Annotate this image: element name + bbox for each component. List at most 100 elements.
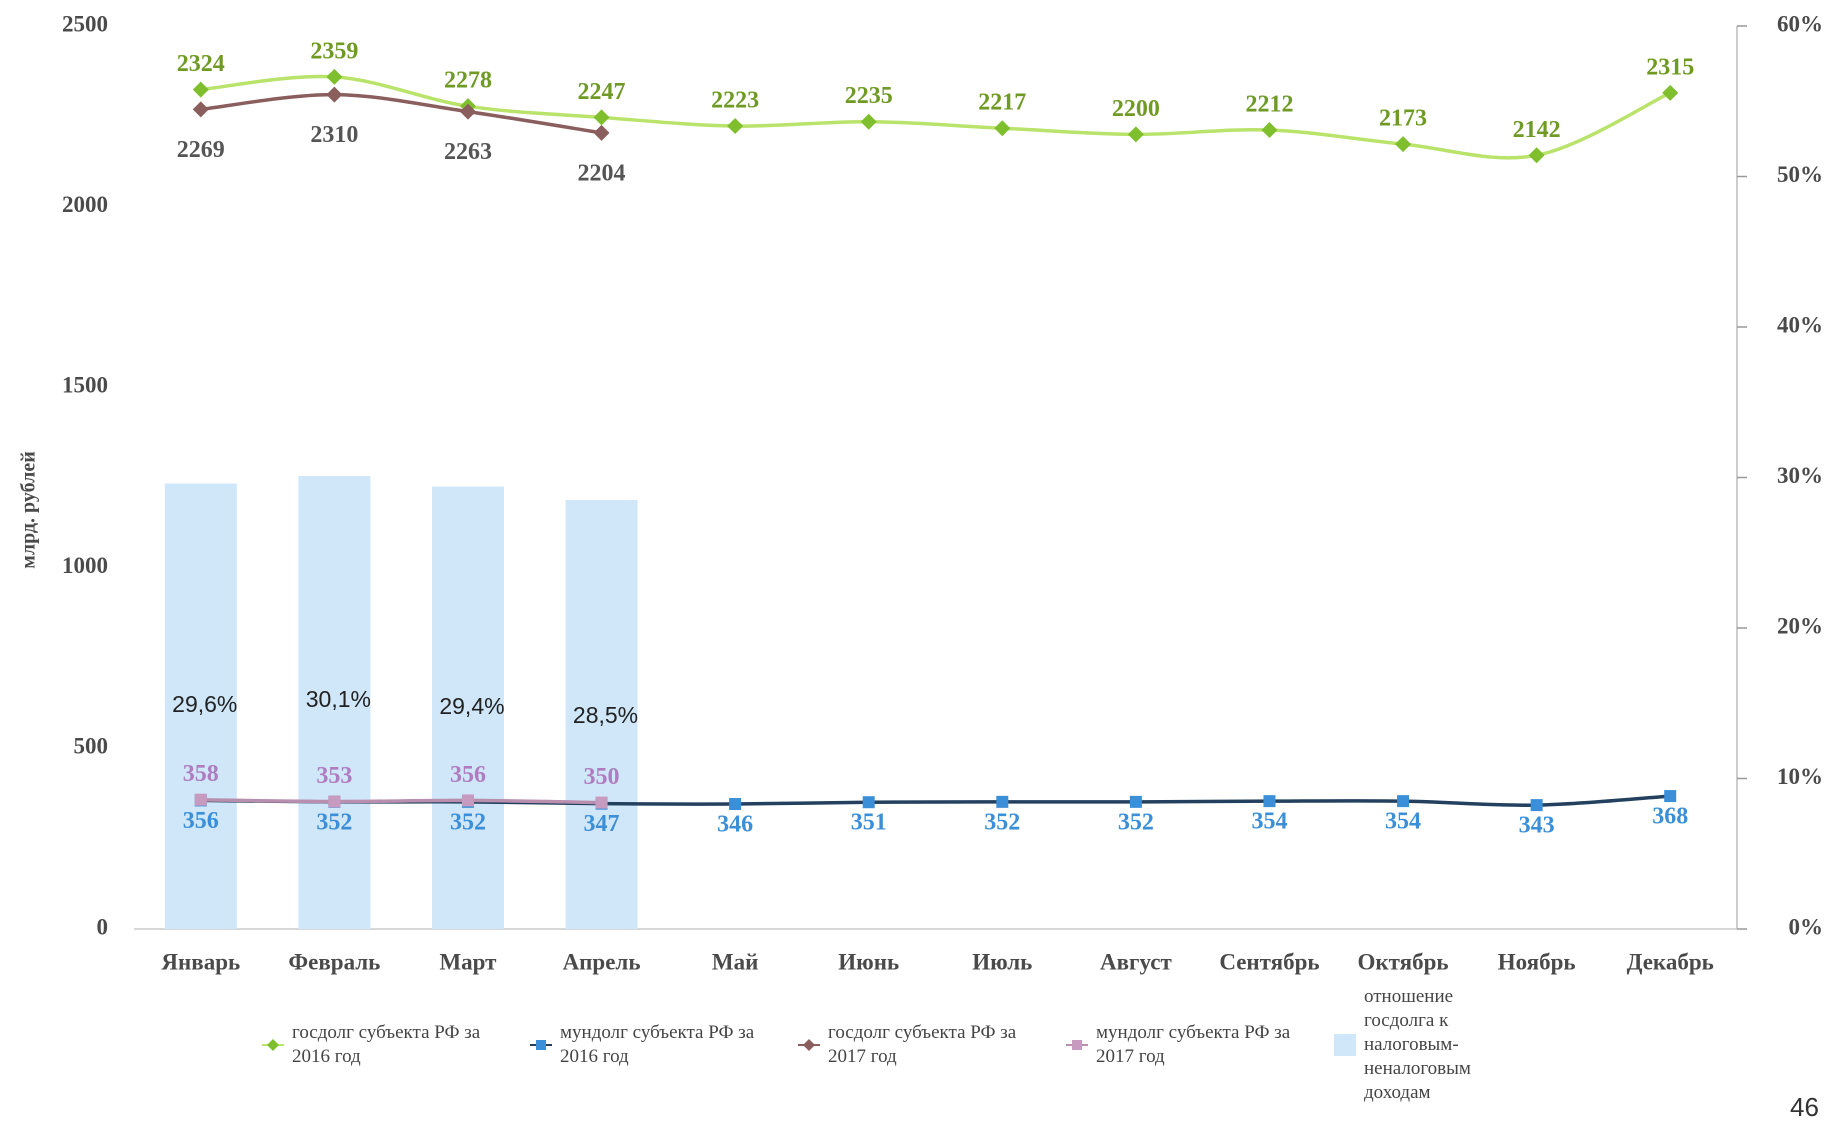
x-tick-label: Март	[439, 949, 497, 974]
y2-tick-label: 20%	[1777, 613, 1823, 638]
data-label: 2200	[1112, 96, 1160, 122]
swatch-marker	[267, 1039, 279, 1051]
bar	[164, 483, 237, 929]
y2-tick-label: 60%	[1777, 11, 1823, 36]
y2-tick-label: 50%	[1777, 162, 1823, 187]
y-tick-label: 1500	[62, 372, 108, 397]
data-label: 2235	[845, 83, 893, 109]
y-tick-label: 0	[97, 914, 109, 939]
point-marker	[1664, 790, 1677, 803]
bar	[431, 486, 504, 929]
point-marker	[461, 794, 474, 807]
data-label: 2204	[578, 160, 626, 186]
point-marker	[1127, 126, 1144, 143]
data-label: 2263	[444, 139, 492, 165]
point-marker	[326, 86, 343, 103]
data-label: 2247	[578, 79, 626, 105]
point-marker	[194, 793, 207, 806]
legend-item: отношение госдолга к налоговым-неналогов…	[1332, 985, 1524, 1105]
data-label: 2324	[177, 51, 225, 77]
data-label: 354	[1385, 809, 1421, 835]
point-marker	[729, 798, 742, 811]
data-label: 2142	[1513, 117, 1561, 143]
point-marker	[1662, 84, 1679, 101]
point-marker	[862, 796, 875, 809]
x-tick-label: Сентябрь	[1219, 949, 1319, 974]
data-label: 2315	[1646, 54, 1694, 80]
data-label: 354	[1251, 809, 1287, 835]
point-marker	[593, 109, 610, 126]
legend-item: госдолг субъекта РФ за 2016 год	[260, 1021, 502, 1069]
bar-label: 29,4%	[439, 693, 504, 719]
x-tick-label: Январь	[161, 949, 240, 974]
point-marker	[1263, 795, 1276, 808]
bar	[298, 475, 371, 929]
legend-swatch	[798, 1039, 820, 1051]
bar-label: 30,1%	[306, 686, 371, 712]
legend-swatch	[262, 1039, 284, 1051]
swatch-marker	[1072, 1040, 1082, 1050]
data-label: 347	[584, 811, 620, 837]
legend-item: мундолг субъекта РФ за 2016 год	[528, 1021, 770, 1069]
point-marker	[192, 81, 209, 98]
y-tick-label: 500	[74, 734, 109, 759]
legend-label: мундолг субъекта РФ за 2017 год	[1096, 1022, 1291, 1067]
page-number: 46	[1790, 1092, 1819, 1122]
bar-label: 28,5%	[573, 702, 638, 728]
x-tick-label: Апрель	[563, 949, 641, 974]
data-label: 2212	[1245, 92, 1293, 118]
point-marker	[593, 124, 610, 141]
swatch-marker	[803, 1039, 815, 1051]
legend-label: отношение госдолга к налоговым-неналогов…	[1364, 986, 1471, 1103]
y-axis-label: млрд. рублей	[18, 451, 40, 569]
point-marker	[1528, 147, 1545, 164]
data-label: 351	[851, 810, 887, 836]
data-label: 356	[450, 762, 486, 788]
point-marker	[1129, 795, 1142, 808]
data-label: 352	[450, 809, 486, 835]
point-marker	[996, 795, 1009, 808]
data-label: 2278	[444, 68, 492, 94]
point-marker	[459, 103, 476, 120]
line	[200, 74, 1671, 160]
data-label: 346	[717, 812, 753, 838]
x-tick-label: Май	[712, 949, 758, 974]
bar-label: 29,6%	[172, 691, 237, 717]
x-tick-label: Ноябрь	[1498, 949, 1576, 974]
point-marker	[1530, 799, 1543, 812]
point-marker	[192, 101, 209, 118]
point-marker	[1261, 122, 1278, 139]
data-label: 353	[316, 763, 352, 789]
data-label: 2359	[310, 38, 358, 64]
data-label: 2223	[711, 88, 759, 114]
y2-tick-label: 30%	[1777, 463, 1823, 488]
data-label: 352	[984, 809, 1020, 835]
point-marker	[727, 118, 744, 135]
y2-tick-label: 40%	[1777, 312, 1823, 337]
y-tick-label: 2000	[62, 192, 108, 217]
legend-item: госдолг субъекта РФ за 2017 год	[796, 1021, 1038, 1069]
legend: госдолг субъекта РФ за 2016 год мундолг с…	[260, 985, 1550, 1105]
data-label: 350	[584, 764, 620, 790]
x-tick-label: Февраль	[288, 949, 380, 974]
y2-tick-label: 0%	[1789, 914, 1824, 939]
legend-label: госдолг субъекта РФ за 2016 год	[292, 1022, 481, 1067]
chart: млрд. рублей 0 500 1000 1500 2000 2500 0% 10% 20…	[18, 11, 1824, 974]
data-label: 2217	[978, 90, 1026, 116]
data-label: 343	[1519, 813, 1555, 839]
swatch	[1334, 1034, 1356, 1056]
x-tick-label: Август	[1100, 949, 1172, 974]
x-tick-label: Июнь	[838, 949, 899, 974]
line	[200, 797, 602, 805]
point-marker	[1395, 136, 1412, 153]
data-label: 2173	[1379, 106, 1427, 132]
data-label: 368	[1652, 804, 1688, 830]
data-label: 2310	[310, 122, 358, 148]
x-tick-label: Декабрь	[1627, 949, 1714, 974]
point-marker	[595, 796, 608, 809]
point-marker	[1397, 795, 1410, 808]
legend-swatch	[1066, 1040, 1088, 1050]
legend-item: мундолг субъекта РФ за 2017 год	[1064, 1021, 1306, 1069]
point-marker	[328, 795, 341, 808]
